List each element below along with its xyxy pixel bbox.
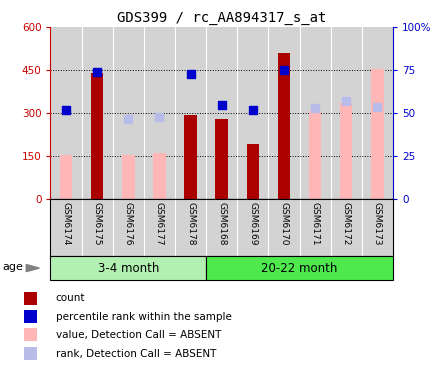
Text: GSM6168: GSM6168	[217, 202, 226, 246]
Text: rank, Detection Call = ABSENT: rank, Detection Call = ABSENT	[56, 349, 215, 359]
Bar	[361, 27, 392, 199]
Bar	[237, 199, 268, 256]
Bar	[330, 199, 361, 256]
Point	[249, 107, 256, 113]
Bar	[206, 27, 237, 199]
Point	[218, 102, 225, 108]
Bar	[299, 199, 330, 256]
Text: 20-22 month: 20-22 month	[261, 262, 337, 274]
Text: age: age	[3, 262, 23, 272]
Bar	[24, 347, 36, 360]
Bar	[91, 73, 103, 199]
Bar	[206, 256, 392, 280]
Text: count: count	[56, 294, 85, 303]
Point	[62, 107, 69, 113]
Title: GDS399 / rc_AA894317_s_at: GDS399 / rc_AA894317_s_at	[117, 11, 325, 25]
Point	[280, 67, 287, 73]
Bar	[175, 27, 206, 199]
Bar	[277, 53, 290, 199]
Point	[342, 98, 349, 104]
Bar	[237, 27, 268, 199]
Bar	[50, 27, 81, 199]
Point	[155, 114, 162, 120]
Bar	[153, 153, 165, 199]
Point	[93, 69, 100, 75]
Bar	[60, 155, 72, 199]
Bar	[81, 27, 113, 199]
Text: GSM6177: GSM6177	[155, 202, 163, 246]
Bar	[370, 69, 383, 199]
Text: percentile rank within the sample: percentile rank within the sample	[56, 311, 231, 322]
Bar	[308, 111, 321, 199]
Bar	[206, 199, 237, 256]
Bar	[81, 199, 113, 256]
Text: GSM6170: GSM6170	[279, 202, 288, 246]
Text: GSM6178: GSM6178	[186, 202, 194, 246]
Point	[373, 104, 380, 109]
Bar	[268, 199, 299, 256]
Bar	[175, 199, 206, 256]
Bar	[339, 104, 352, 199]
Text: GSM6176: GSM6176	[124, 202, 133, 246]
Bar	[24, 292, 36, 305]
Text: value, Detection Call = ABSENT: value, Detection Call = ABSENT	[56, 330, 221, 340]
Bar	[268, 27, 299, 199]
Bar	[24, 328, 36, 341]
Bar	[246, 143, 258, 199]
Bar	[144, 27, 175, 199]
Bar	[24, 310, 36, 323]
Text: GSM6173: GSM6173	[372, 202, 381, 246]
Point	[187, 71, 194, 77]
Bar	[122, 155, 134, 199]
Bar	[144, 199, 175, 256]
Text: 3-4 month: 3-4 month	[97, 262, 159, 274]
Bar	[50, 256, 206, 280]
Text: GSM6172: GSM6172	[341, 202, 350, 246]
Bar	[361, 199, 392, 256]
Point	[311, 105, 318, 111]
Polygon shape	[26, 265, 39, 272]
Bar	[330, 27, 361, 199]
Point	[124, 116, 131, 122]
Bar	[113, 27, 144, 199]
Bar	[184, 115, 196, 199]
Bar	[113, 199, 144, 256]
Text: GSM6171: GSM6171	[310, 202, 319, 246]
Bar	[50, 199, 81, 256]
Text: GSM6174: GSM6174	[61, 202, 71, 246]
Bar	[215, 119, 227, 199]
Text: GSM6169: GSM6169	[248, 202, 257, 246]
Bar	[299, 27, 330, 199]
Point	[62, 107, 69, 113]
Text: GSM6175: GSM6175	[92, 202, 102, 246]
